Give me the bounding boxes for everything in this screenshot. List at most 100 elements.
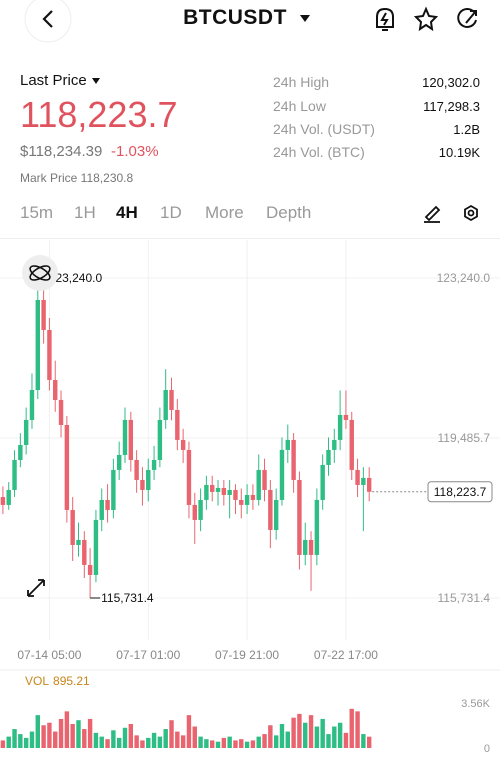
price-change: -1.03% — [111, 143, 159, 160]
volume-bar — [41, 725, 46, 748]
last-price-label[interactable]: Last Price — [20, 72, 87, 89]
expand-icon[interactable] — [27, 579, 45, 597]
volume-bar — [204, 739, 209, 748]
timeframe-tab[interactable]: Depth — [266, 203, 312, 222]
volume-bar — [355, 711, 360, 748]
volume-bar — [29, 731, 35, 748]
volume-bar — [233, 740, 238, 748]
last-price-dropdown[interactable] — [92, 78, 100, 84]
candle-body — [146, 469, 151, 490]
candle-body — [0, 497, 6, 505]
volume-bar — [320, 718, 325, 748]
volume-bar — [250, 740, 256, 748]
volume-bar — [105, 739, 110, 748]
timeframe-tab[interactable]: 15m — [20, 203, 54, 222]
volume-bar — [308, 715, 314, 748]
volume-bar — [35, 715, 40, 748]
x-tick-label: 07-19 21:00 — [215, 648, 279, 662]
candle-body — [262, 469, 267, 490]
candle-body — [308, 539, 314, 555]
timeframe-tab[interactable]: 1D — [160, 203, 182, 222]
candle-body — [35, 299, 40, 390]
timeframe-tab[interactable]: 1H — [74, 203, 96, 222]
candle-body — [64, 424, 70, 510]
volume-bar — [291, 717, 296, 748]
volume-bar — [111, 730, 116, 748]
last-price-tag-label: 118,223.7 — [434, 485, 487, 499]
volume-bar — [76, 720, 81, 748]
candle-body — [198, 499, 203, 520]
alert-icon[interactable] — [376, 7, 394, 31]
volume-bar — [0, 740, 6, 748]
volume-bar — [268, 725, 273, 748]
candle-body — [279, 449, 285, 500]
back-button[interactable] — [24, 0, 72, 43]
timeframe-tab[interactable]: 4H — [116, 203, 138, 222]
stat-value: 10.19K — [438, 145, 480, 160]
candle-body — [215, 487, 221, 492]
volume-bar — [99, 736, 104, 748]
draw-icon[interactable] — [424, 205, 441, 223]
logo — [22, 255, 58, 291]
candle-body — [82, 539, 87, 565]
timeframe-tab[interactable]: More — [205, 203, 244, 222]
share-icon[interactable] — [457, 7, 477, 28]
volume-bar — [227, 736, 232, 748]
volume-bar — [157, 736, 163, 748]
candle-body — [87, 564, 93, 575]
candle-body — [210, 484, 215, 492]
candle-body — [244, 494, 250, 505]
candle-body — [53, 379, 58, 400]
back-icon — [42, 10, 53, 28]
candle-body — [366, 477, 372, 492]
volume-bar — [82, 729, 87, 748]
volume-bar — [87, 718, 93, 748]
favorite-icon[interactable] — [413, 6, 439, 32]
candle-body — [326, 449, 331, 465]
volume-bar — [93, 732, 99, 748]
candle-body — [273, 499, 279, 530]
volume-bar — [53, 731, 58, 748]
candle-body — [355, 469, 360, 485]
candle-body — [303, 539, 308, 555]
volume-bar — [285, 731, 290, 748]
candle-body — [221, 487, 227, 495]
stat-value: 117,298.3 — [423, 99, 480, 114]
pair-title[interactable]: BTCUSDT — [183, 6, 287, 29]
volume-bar — [128, 723, 134, 748]
x-tick-label: 07-14 05:00 — [17, 648, 81, 662]
volume-bar — [163, 729, 168, 748]
volume-bar — [146, 737, 151, 748]
candle-body — [163, 389, 168, 420]
volume-bar — [18, 734, 23, 748]
candle-body — [29, 389, 35, 420]
volume-bar — [64, 711, 70, 748]
dropdown-icon[interactable] — [300, 15, 310, 22]
candle-body — [180, 439, 186, 450]
settings-icon[interactable] — [464, 204, 478, 222]
candle-body — [291, 439, 296, 480]
volume-bar — [70, 723, 75, 748]
low-label: 115,731.4 — [101, 591, 154, 605]
stat-value: 120,302.0 — [422, 75, 480, 90]
candle-body — [151, 459, 157, 470]
candle-body — [58, 399, 64, 425]
y-tick-label: 119,485.7 — [438, 431, 491, 445]
candle-body — [343, 414, 349, 420]
volume-bar — [140, 740, 145, 748]
stat-label: 24h High — [273, 74, 330, 90]
volume-bar — [175, 731, 180, 748]
candle-body — [349, 419, 354, 470]
stat-value: 1.2B — [453, 122, 480, 137]
candle-body — [268, 489, 273, 530]
volume-label: VOL 895.21 — [25, 674, 90, 688]
candle-body — [116, 454, 122, 470]
mark-price: Mark Price 118,230.8 — [20, 171, 134, 185]
volume-bar — [116, 737, 122, 748]
volume-bar — [303, 722, 308, 748]
volume-bar — [349, 708, 354, 748]
volume-label-name: VOL — [25, 674, 49, 688]
candle-body — [175, 409, 180, 440]
y-tick-label: 115,731.4 — [438, 591, 491, 605]
volume-bar — [244, 741, 250, 748]
